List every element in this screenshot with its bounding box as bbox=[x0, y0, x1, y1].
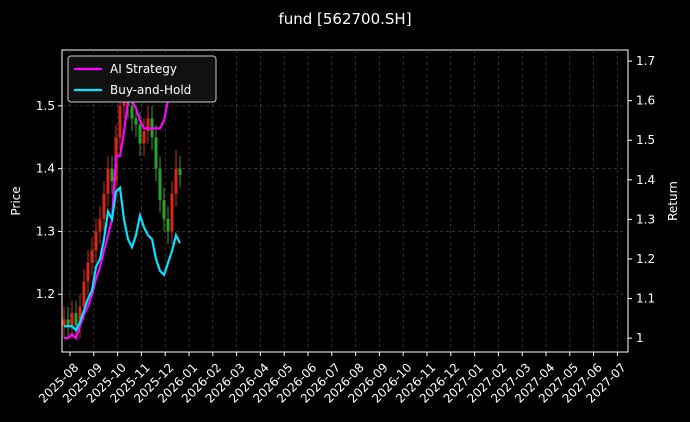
y2-tick-label: 1.4 bbox=[636, 173, 655, 187]
candle-body bbox=[74, 313, 78, 326]
series-line bbox=[64, 60, 181, 341]
y2-axis-label: Return bbox=[666, 181, 680, 221]
candle-body bbox=[134, 118, 138, 125]
candle-body bbox=[70, 313, 74, 326]
y-axis-label: Price bbox=[9, 186, 23, 215]
candle-body bbox=[62, 319, 66, 326]
y2-tick-label: 1.2 bbox=[636, 252, 655, 266]
candle-body bbox=[86, 262, 90, 282]
candle-body bbox=[106, 168, 110, 194]
y2-tick-label: 1.1 bbox=[636, 292, 655, 306]
y2-tick-label: 1.5 bbox=[636, 133, 655, 147]
candle-body bbox=[82, 281, 86, 307]
candle-body bbox=[138, 124, 142, 144]
y-tick-label: 1.2 bbox=[36, 287, 55, 301]
series-line bbox=[64, 185, 181, 333]
legend-label: AI Strategy bbox=[110, 62, 177, 76]
candle-body bbox=[94, 231, 98, 251]
legend-label: Buy-and-Hold bbox=[110, 83, 191, 97]
candle-body bbox=[130, 105, 134, 119]
candle-body bbox=[166, 218, 170, 232]
candle-body bbox=[98, 218, 102, 232]
candle-body bbox=[178, 168, 182, 175]
candle-body bbox=[102, 193, 106, 219]
candle-body bbox=[174, 168, 178, 194]
y2-tick-label: 1.6 bbox=[636, 94, 655, 108]
candle-body bbox=[90, 250, 94, 263]
y2-tick-label: 1.3 bbox=[636, 212, 655, 226]
y2-tick-label: 1.7 bbox=[636, 54, 655, 68]
y-tick-label: 1.3 bbox=[36, 224, 55, 238]
candle-body bbox=[110, 168, 114, 182]
candle-body bbox=[78, 306, 82, 326]
legend-box bbox=[67, 55, 217, 103]
chart-title: fund [562700.SH] bbox=[278, 10, 411, 28]
candle-body bbox=[146, 118, 150, 131]
candle-body bbox=[170, 193, 174, 232]
candle-body bbox=[66, 319, 70, 326]
y-tick-label: 1.5 bbox=[36, 99, 55, 113]
y-tick-label: 1.4 bbox=[36, 162, 55, 176]
candle-body bbox=[142, 130, 146, 144]
y2-tick-label: 1 bbox=[636, 331, 644, 345]
candle-body bbox=[158, 168, 162, 201]
candle-body bbox=[118, 105, 122, 138]
candle-body bbox=[154, 137, 158, 169]
candle-body bbox=[162, 200, 166, 219]
